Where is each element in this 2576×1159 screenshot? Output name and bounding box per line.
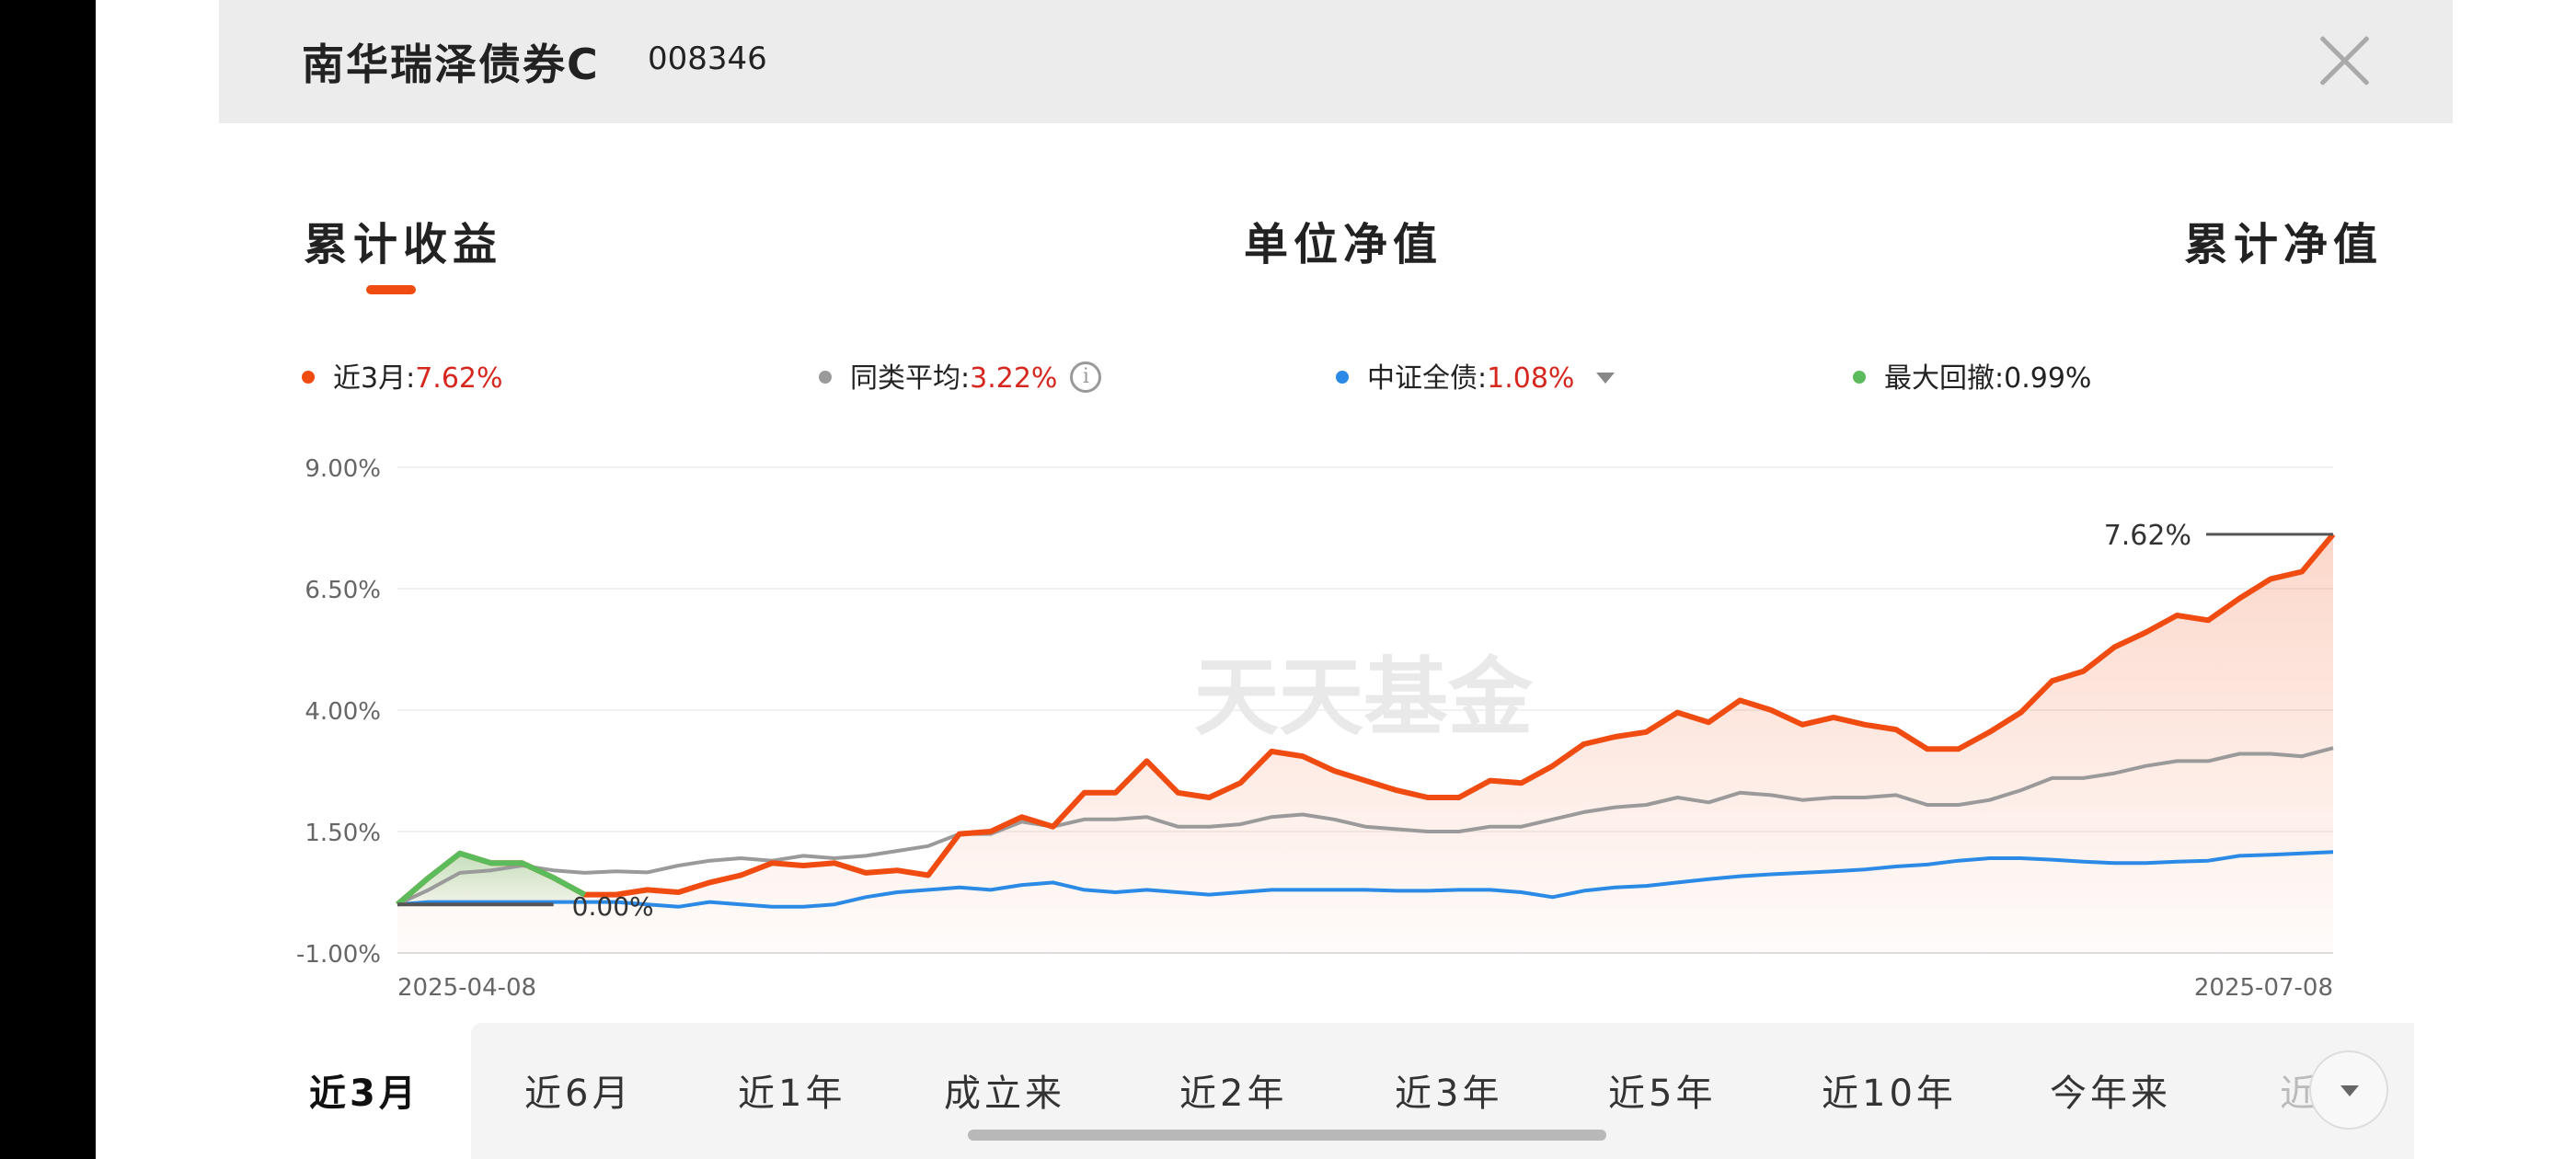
period-2y[interactable]: 近2年: [1179, 1073, 1288, 1115]
index-dot-icon: [1336, 370, 1349, 384]
fund-name: 南华瑞泽债券C: [302, 40, 600, 89]
active-tab-indicator: [366, 285, 416, 294]
peer-series-line: [397, 746, 2334, 907]
fund-series-line: [396, 532, 2336, 907]
horizontal-scrollbar[interactable]: [968, 1130, 1606, 1141]
drawdown-label: 0.00%: [572, 891, 654, 922]
period-3m[interactable]: 近3月: [309, 1073, 420, 1115]
fund-code: 008346: [648, 40, 767, 77]
watermark: 天天基金: [1194, 648, 1534, 747]
legend-drawdown: 最大回撤:0.99%: [1853, 355, 2091, 396]
legend-index: 中证全债:1.08%: [1336, 355, 1616, 396]
fund-dot-icon: [302, 370, 315, 384]
legend-peer: 同类平均:3.22% i: [819, 355, 1102, 396]
legend-fund-value: 7.62%: [415, 362, 503, 395]
legend-peer-value: 3.22%: [970, 362, 1058, 395]
y-tick-label: 9.00%: [305, 455, 381, 483]
info-icon[interactable]: i: [1070, 361, 1102, 393]
tab-cumulative-return[interactable]: 累计收益: [304, 219, 503, 270]
legend-drawdown-label: 最大回撤:: [1884, 362, 2005, 395]
period-5y[interactable]: 近5年: [1608, 1073, 1717, 1115]
legend-fund: 近3月:7.62%: [302, 355, 503, 396]
period-10y[interactable]: 近10年: [1822, 1073, 1957, 1115]
peer-dot-icon: [819, 370, 832, 384]
x-end-label: 2025-07-08: [2194, 974, 2333, 1002]
y-tick-label: 6.50%: [305, 577, 381, 604]
y-tick-label: 4.00%: [305, 698, 381, 726]
period-1y[interactable]: 近1年: [738, 1073, 846, 1115]
header-bar: 南华瑞泽债券C 008346: [219, 0, 2453, 123]
drawdown-dot-icon: [1853, 370, 1866, 384]
y-tick-label: -1.00%: [296, 941, 381, 969]
index-series-line: [397, 850, 2334, 909]
y-tick-label: 1.50%: [305, 820, 381, 847]
drawdown-series-line: [396, 850, 587, 907]
period-6m[interactable]: 近6月: [524, 1073, 633, 1115]
fund-area-fill: [397, 534, 2333, 953]
legend-index-label: 中证全债:: [1367, 362, 1488, 395]
period-ytd[interactable]: 今年来: [2050, 1073, 2171, 1115]
tab-cumulative-nav[interactable]: 累计净值: [2184, 219, 2384, 270]
end-value-label: 7.62%: [2104, 520, 2191, 552]
expand-periods-button[interactable]: [2309, 1050, 2388, 1130]
period-3y[interactable]: 近3年: [1395, 1073, 1503, 1115]
legend-peer-label: 同类平均:: [850, 362, 971, 395]
left-black-bar: [0, 0, 96, 1159]
x-start-label: 2025-04-08: [397, 974, 536, 1002]
legend-drawdown-value: 0.99%: [2004, 362, 2092, 395]
tab-unit-nav[interactable]: 单位净值: [1244, 219, 1443, 270]
period-since-inception[interactable]: 成立来: [944, 1073, 1065, 1115]
return-chart[interactable]: 9.00% 6.50% 4.00% 1.50% -1.00% 天天基金 0.00% 7.6…: [0, 0, 2576, 1021]
legend-fund-label: 近3月:: [333, 362, 416, 395]
index-dropdown-icon[interactable]: [1596, 372, 1616, 384]
legend-index-value: 1.08%: [1487, 362, 1575, 395]
